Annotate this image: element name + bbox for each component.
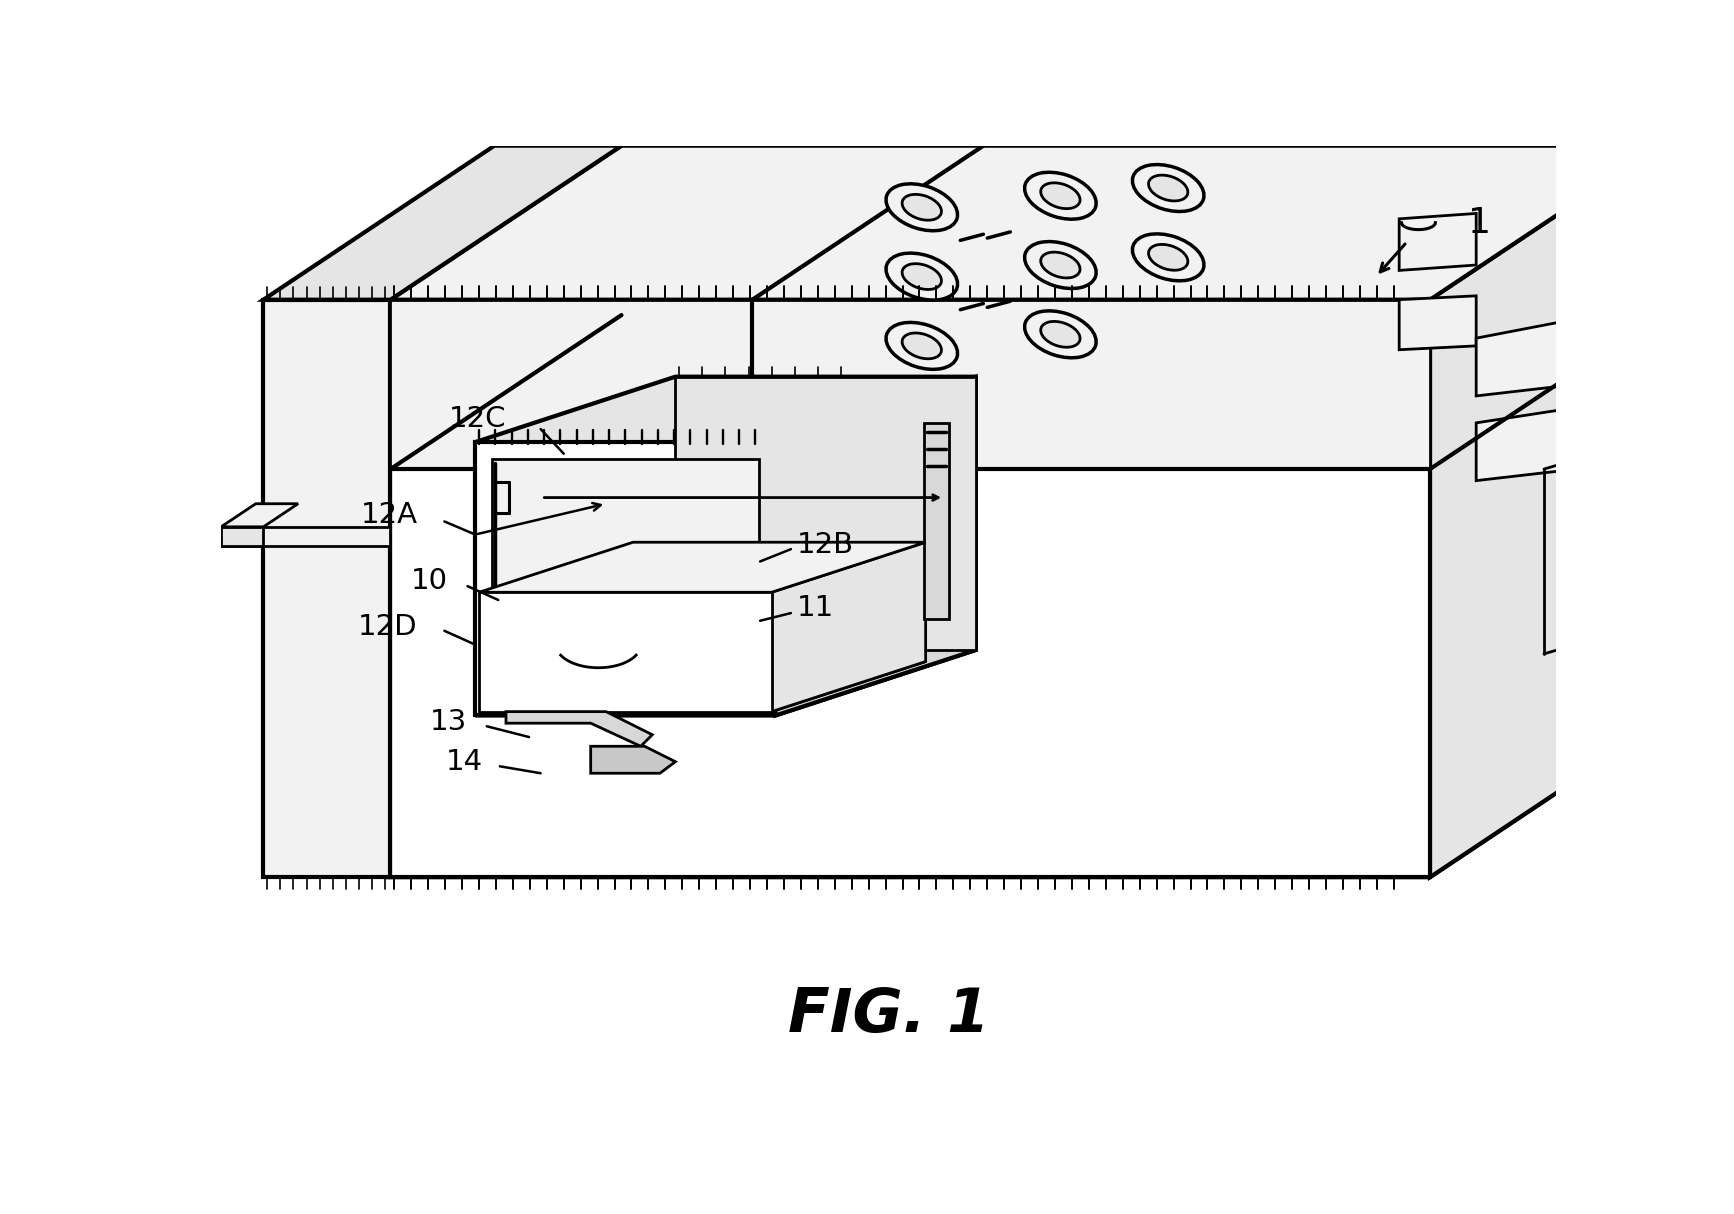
Polygon shape bbox=[479, 543, 926, 592]
Polygon shape bbox=[479, 662, 926, 711]
Polygon shape bbox=[772, 543, 926, 711]
Polygon shape bbox=[264, 146, 621, 300]
Ellipse shape bbox=[1025, 311, 1096, 358]
Polygon shape bbox=[475, 649, 976, 715]
Ellipse shape bbox=[1132, 165, 1203, 211]
Ellipse shape bbox=[1040, 183, 1080, 209]
Polygon shape bbox=[675, 376, 976, 649]
Text: 12B: 12B bbox=[798, 531, 855, 558]
Text: FIG. 1: FIG. 1 bbox=[787, 986, 990, 1045]
Polygon shape bbox=[222, 527, 264, 546]
Text: 10: 10 bbox=[411, 567, 447, 595]
Polygon shape bbox=[222, 504, 298, 527]
Ellipse shape bbox=[1148, 175, 1188, 202]
Text: 12D: 12D bbox=[357, 613, 418, 641]
Polygon shape bbox=[264, 300, 390, 878]
Polygon shape bbox=[390, 146, 1661, 300]
Ellipse shape bbox=[1025, 172, 1096, 220]
Ellipse shape bbox=[886, 183, 957, 231]
Polygon shape bbox=[591, 747, 675, 773]
Ellipse shape bbox=[902, 194, 942, 220]
Ellipse shape bbox=[1132, 234, 1203, 280]
Polygon shape bbox=[1399, 296, 1476, 350]
Polygon shape bbox=[506, 711, 652, 747]
Ellipse shape bbox=[1025, 242, 1096, 289]
Polygon shape bbox=[1399, 214, 1476, 271]
Polygon shape bbox=[1476, 408, 1576, 481]
Text: 14: 14 bbox=[446, 748, 482, 776]
Text: 12A: 12A bbox=[361, 501, 418, 529]
Ellipse shape bbox=[1148, 244, 1188, 271]
Text: 1: 1 bbox=[1469, 205, 1491, 239]
Ellipse shape bbox=[1040, 322, 1080, 347]
Polygon shape bbox=[924, 422, 948, 619]
Polygon shape bbox=[222, 527, 390, 546]
Polygon shape bbox=[475, 442, 775, 715]
Polygon shape bbox=[390, 300, 1431, 878]
Ellipse shape bbox=[1040, 253, 1080, 278]
Ellipse shape bbox=[886, 323, 957, 369]
Polygon shape bbox=[492, 459, 758, 698]
Ellipse shape bbox=[886, 253, 957, 300]
Text: 12C: 12C bbox=[449, 405, 506, 433]
Polygon shape bbox=[775, 376, 976, 715]
Text: 11: 11 bbox=[798, 594, 834, 622]
Polygon shape bbox=[475, 376, 976, 442]
Text: 13: 13 bbox=[430, 708, 468, 736]
Polygon shape bbox=[479, 592, 772, 711]
Polygon shape bbox=[1476, 319, 1576, 396]
Ellipse shape bbox=[902, 263, 942, 289]
Polygon shape bbox=[390, 724, 1661, 878]
Polygon shape bbox=[1431, 146, 1661, 878]
Polygon shape bbox=[390, 300, 1431, 469]
Ellipse shape bbox=[902, 333, 942, 359]
